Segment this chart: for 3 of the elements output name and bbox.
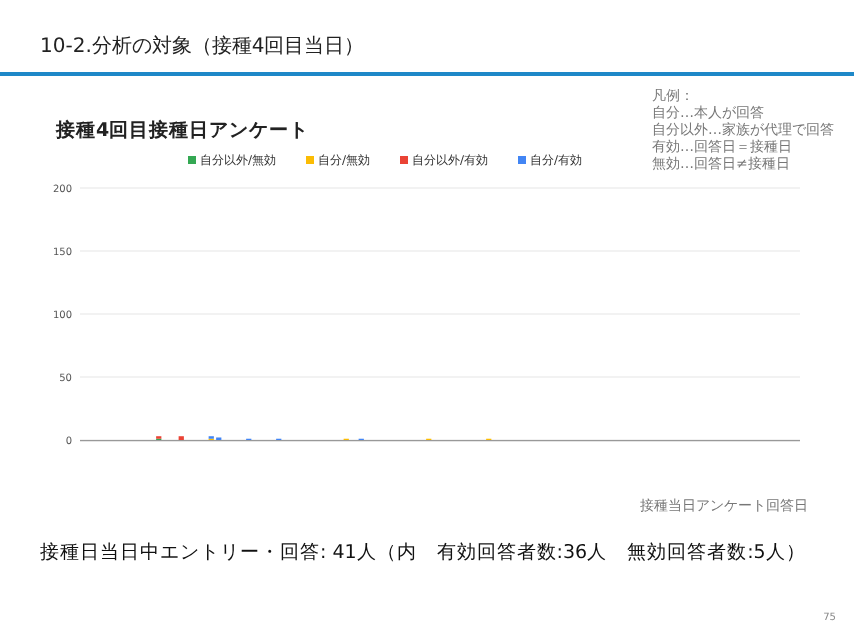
chart-title: 接種4回目接種日アンケート [54,118,310,142]
text: 10-2.分析の対象（接種4回目当日） [40,34,365,58]
text: 接種日当日中エントリー・回答: 41人（内 有効回答者数:36人 無効回答者数:5人） [40,540,806,564]
